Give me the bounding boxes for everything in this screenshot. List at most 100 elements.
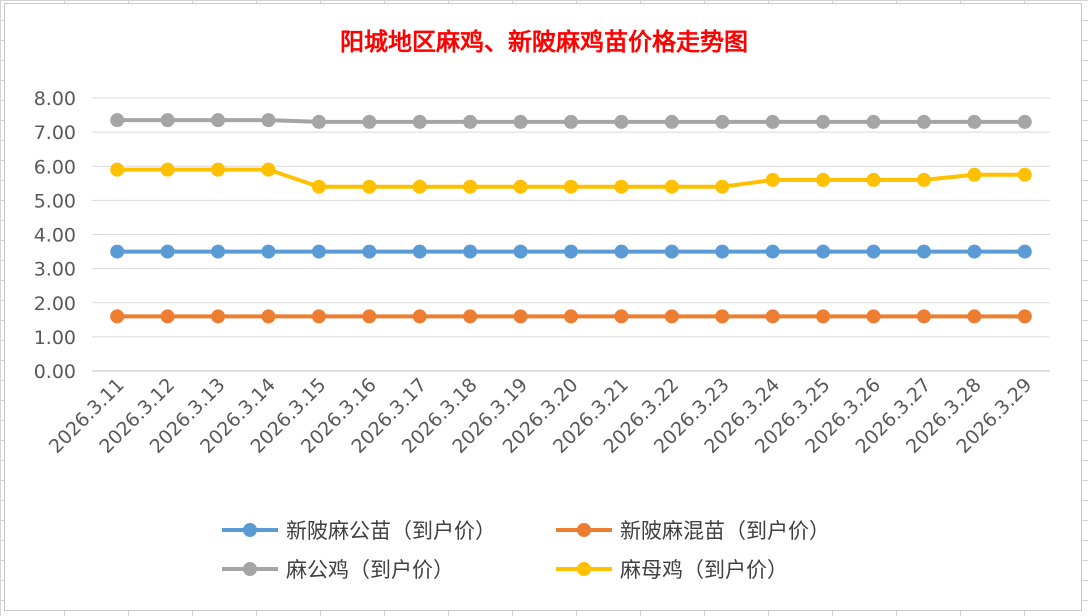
data-point [513,179,528,194]
data-point [715,114,730,129]
data-point [765,309,780,324]
legend-label: 麻公鸡（到户价） [286,558,454,582]
data-point [715,244,730,259]
data-point [614,244,629,259]
data-point [916,114,931,129]
data-point [211,309,226,324]
data-point [1017,114,1032,129]
data-point [967,167,982,182]
data-point [110,244,125,259]
data-point [261,244,276,259]
data-point [564,114,578,129]
data-point [463,309,478,324]
data-point [160,113,175,128]
data-point [614,114,629,129]
data-point [412,244,427,259]
y-tick-label: 2.00 [34,293,76,315]
data-point [110,162,125,177]
data-point [211,113,226,128]
gridlines [92,97,1050,372]
legend-label: 新陂麻公苗（到户价） [286,519,496,543]
data-point [816,244,831,259]
data-point [160,162,175,177]
data-point [866,244,881,259]
y-tick-label: 4.00 [34,225,76,247]
data-point [564,244,578,259]
data-point [866,172,881,187]
x-axis-ticks: 2026.3.112026.3.122026.3.132026.3.142026… [45,374,1037,458]
legend-label: 麻母鸡（到户价） [620,558,788,582]
data-point [916,244,931,259]
data-point [1017,309,1032,324]
data-point [362,309,377,324]
data-point [513,114,528,129]
data-point [412,179,427,194]
data-point [967,114,982,129]
legend: 新陂麻公苗（到户价） 新陂麻混苗（到户价） 麻公鸡（到户价） 麻母鸡（到户价） [222,519,830,582]
data-point [765,172,780,187]
data-point [816,172,831,187]
data-point [916,172,931,187]
data-point [261,113,276,128]
data-point [816,309,831,324]
y-tick-label: 3.00 [34,259,76,281]
data-point [513,309,528,324]
data-point [564,179,578,194]
data-point [715,309,730,324]
data-point [362,244,377,259]
data-point [513,244,528,259]
series-lines [110,113,1032,324]
data-point [664,309,679,324]
legend-marker [243,523,257,537]
data-point [664,244,679,259]
data-point [211,244,226,259]
data-point [362,179,377,194]
data-point [866,309,881,324]
data-point [715,179,730,194]
legend-label: 新陂麻混苗（到户价） [620,519,830,543]
data-point [311,114,326,129]
data-point [412,309,427,324]
y-tick-label: 8.00 [34,88,76,110]
legend-marker [577,523,591,537]
y-axis-ticks: 0.00 1.00 2.00 3.00 4.00 5.00 6.00 7.00 8.00 [34,88,76,383]
legend-marker [577,562,591,576]
data-point [362,114,377,129]
data-point [916,309,931,324]
y-tick-label: 5.00 [34,190,76,212]
data-point [564,309,578,324]
data-point [967,309,982,324]
legend-marker [243,562,257,576]
data-point [866,114,881,129]
data-point [110,113,125,128]
data-point [614,179,629,194]
chart-area[interactable] [4,3,1082,611]
data-point [765,244,780,259]
data-point [967,244,982,259]
data-point [311,244,326,259]
data-point [261,309,276,324]
data-point [614,309,629,324]
data-point [160,309,175,324]
data-point [664,179,679,194]
data-point [261,162,276,177]
data-point [311,309,326,324]
data-point [816,114,831,129]
y-tick-label: 7.00 [34,122,76,144]
y-tick-label: 0.00 [34,361,76,383]
data-point [664,114,679,129]
chart-title: 阳城地区麻鸡、新陂麻鸡苗价格走势图 [340,28,748,56]
data-point [1017,244,1032,259]
y-tick-label: 1.00 [34,327,76,349]
y-tick-label: 6.00 [34,156,76,178]
data-point [463,244,478,259]
data-point [463,114,478,129]
data-point [110,309,125,324]
data-point [160,244,175,259]
data-point [311,179,326,194]
data-point [1017,167,1032,182]
data-point [211,162,226,177]
data-point [463,179,478,194]
data-point [765,114,780,129]
